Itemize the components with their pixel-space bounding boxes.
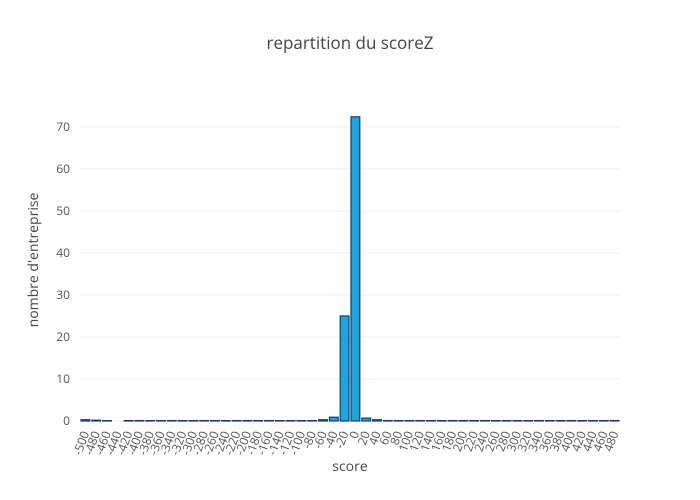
x-tick-label: 320: [513, 428, 536, 453]
bar: [361, 417, 372, 422]
x-tick-label: 400: [556, 428, 579, 453]
bar: [350, 116, 361, 422]
x-tick-label: 20: [353, 428, 374, 447]
y-tick-label: 40: [56, 244, 70, 261]
y-tick-label: 30: [56, 286, 70, 303]
x-tick-label: 160: [427, 428, 450, 453]
y-tick-label: 0: [63, 412, 70, 429]
x-tick-label: 80: [386, 428, 407, 447]
x-tick-label: 240: [470, 428, 493, 453]
x-tick-label: 420: [567, 428, 590, 453]
x-tick-label: 460: [589, 428, 612, 453]
x-tick-label: 140: [416, 428, 439, 453]
bar: [339, 315, 350, 422]
y-tick-label: 50: [56, 202, 70, 219]
x-tick-label: 340: [524, 428, 547, 453]
x-tick-label: 280: [491, 428, 514, 453]
y-tick-label: 70: [56, 118, 70, 135]
bar: [328, 416, 339, 422]
x-tick-label: 220: [459, 428, 482, 453]
x-tick-label: 120: [405, 428, 428, 453]
x-tick-label: 480: [599, 428, 622, 453]
x-tick-label: -80: [298, 428, 320, 450]
x-tick-label: 200: [448, 428, 471, 453]
x-tick-label: -40: [320, 428, 342, 450]
x-tick-label: 100: [394, 428, 417, 453]
x-tick-label: 40: [364, 428, 385, 447]
y-tick-label: 10: [56, 370, 70, 387]
bar: [372, 419, 383, 422]
y-tick-label: 20: [56, 328, 70, 345]
x-tick-label: 260: [481, 428, 504, 453]
x-tick-label: 360: [535, 428, 558, 453]
chart-title: repartition du scoreZ: [267, 31, 434, 54]
x-tick-label: 60: [375, 428, 396, 447]
x-tick-label: -60: [309, 428, 331, 450]
bar: [80, 419, 91, 422]
x-axis-label: score: [332, 457, 368, 476]
x-tick-label: 180: [437, 428, 460, 453]
x-tick-label: 440: [578, 428, 601, 453]
x-tick-label: 300: [502, 428, 525, 453]
bar: [91, 419, 102, 422]
y-axis-label: nombre d'entreprise: [24, 192, 43, 327]
y-tick-label: 60: [56, 160, 70, 177]
x-tick-label: -20: [330, 428, 352, 450]
x-tick-label: 380: [545, 428, 568, 453]
bar: [318, 419, 329, 422]
